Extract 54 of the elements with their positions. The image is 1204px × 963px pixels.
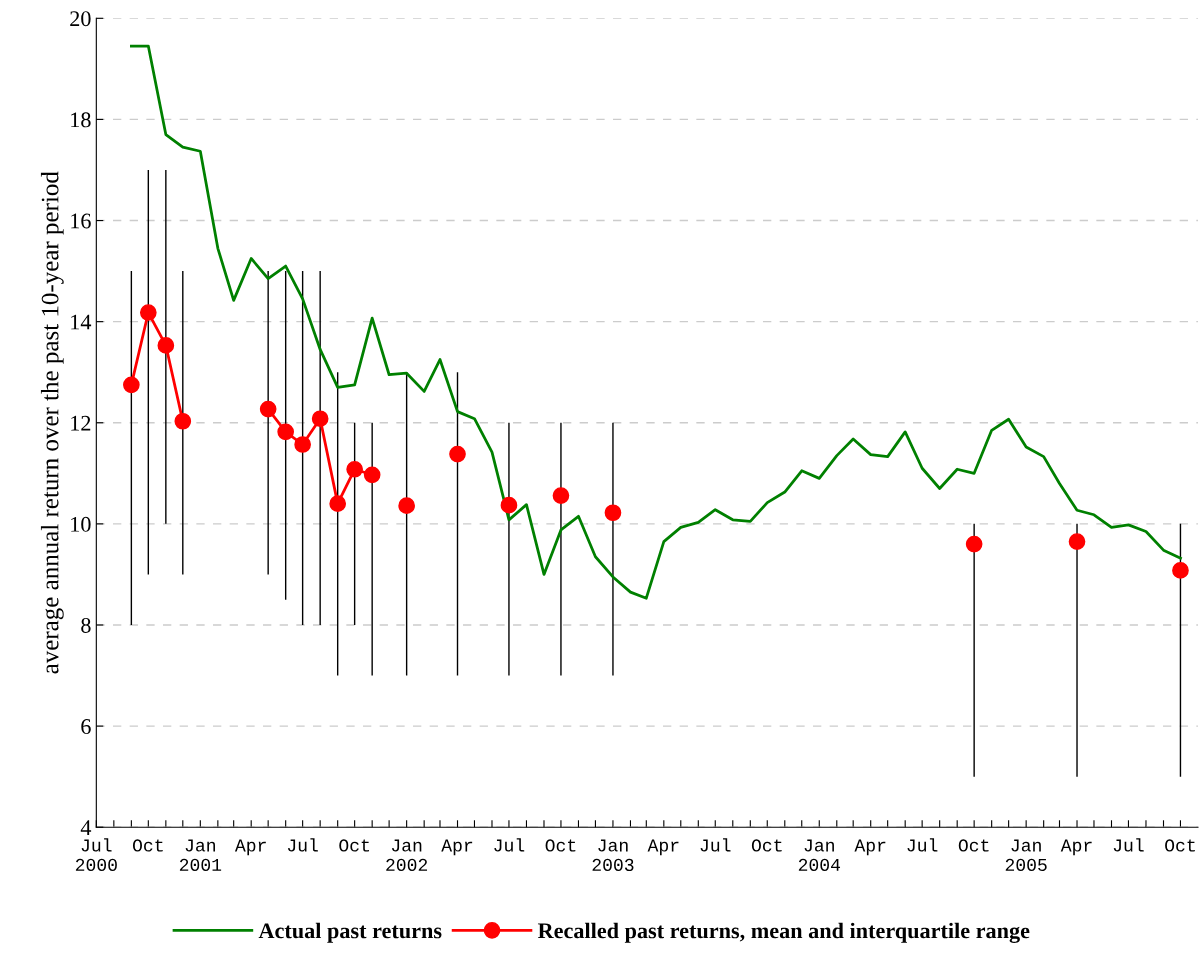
y-tick-label: 4 — [80, 820, 92, 835]
point — [329, 495, 347, 512]
x-tick-label: Apr — [441, 839, 473, 856]
y-tick-label: 6 — [81, 719, 91, 735]
point — [965, 535, 983, 553]
y-axis-title: average annual return over the past 10-year period — [40, 171, 64, 674]
y-tick-label: 12 — [71, 415, 91, 431]
x-tick-label: Jul — [1113, 838, 1144, 852]
x-tick-label: Oct — [545, 839, 576, 852]
x-tick-label: Apr — [1060, 839, 1092, 856]
x-tick-label: Oct — [751, 839, 782, 852]
x-tick-label: Jan 2005 — [1005, 839, 1047, 872]
point — [259, 400, 277, 418]
x-tick-label: Jul — [700, 838, 731, 852]
x-tick-label: Jan 2001 — [179, 839, 222, 872]
legend-label: Actual past returns — [258, 922, 442, 943]
x-tick-label: Apr — [234, 839, 266, 856]
point — [363, 466, 381, 484]
x-tick-label: Jul — [287, 838, 318, 852]
point — [139, 304, 157, 321]
point — [1068, 533, 1086, 550]
point — [346, 460, 363, 478]
x-tick-label: Apr — [854, 839, 886, 856]
line-series — [129, 44, 1182, 600]
y-tick-label: 18 — [71, 112, 91, 128]
legend-label: Recalled past returns, mean and interquartile range — [537, 922, 1030, 943]
point — [277, 423, 295, 441]
x-tick-label: Jul — [494, 838, 525, 852]
x-tick-label: Jul 2000 — [75, 838, 117, 872]
x-tick-label: Oct — [958, 839, 989, 852]
point — [500, 496, 518, 514]
point — [157, 337, 175, 354]
x-tick-label: Jan 2002 — [386, 839, 428, 872]
point — [311, 410, 329, 428]
point — [174, 412, 192, 430]
point — [123, 376, 140, 394]
x-tick-label: Jan 2004 — [798, 839, 841, 872]
x-tick-label: Oct — [339, 839, 370, 852]
y-tick-label: 20 — [70, 11, 91, 27]
x-tick-label: Jul — [907, 838, 938, 852]
point — [604, 504, 622, 522]
x-tick-label: Jan 2003 — [592, 839, 634, 872]
point — [449, 445, 466, 463]
y-tick-label: 14 — [71, 314, 92, 330]
y-tick-label: 10 — [71, 516, 91, 532]
point — [294, 436, 311, 453]
x-tick-label: Oct — [1165, 839, 1195, 852]
y-tick-label: 8 — [81, 617, 91, 633]
point — [552, 487, 570, 504]
x-tick-label: Apr — [647, 839, 679, 856]
point — [398, 497, 415, 515]
x-tick-label: Oct — [132, 839, 163, 852]
y-tick-label: 16 — [71, 213, 91, 229]
point — [1172, 562, 1189, 579]
